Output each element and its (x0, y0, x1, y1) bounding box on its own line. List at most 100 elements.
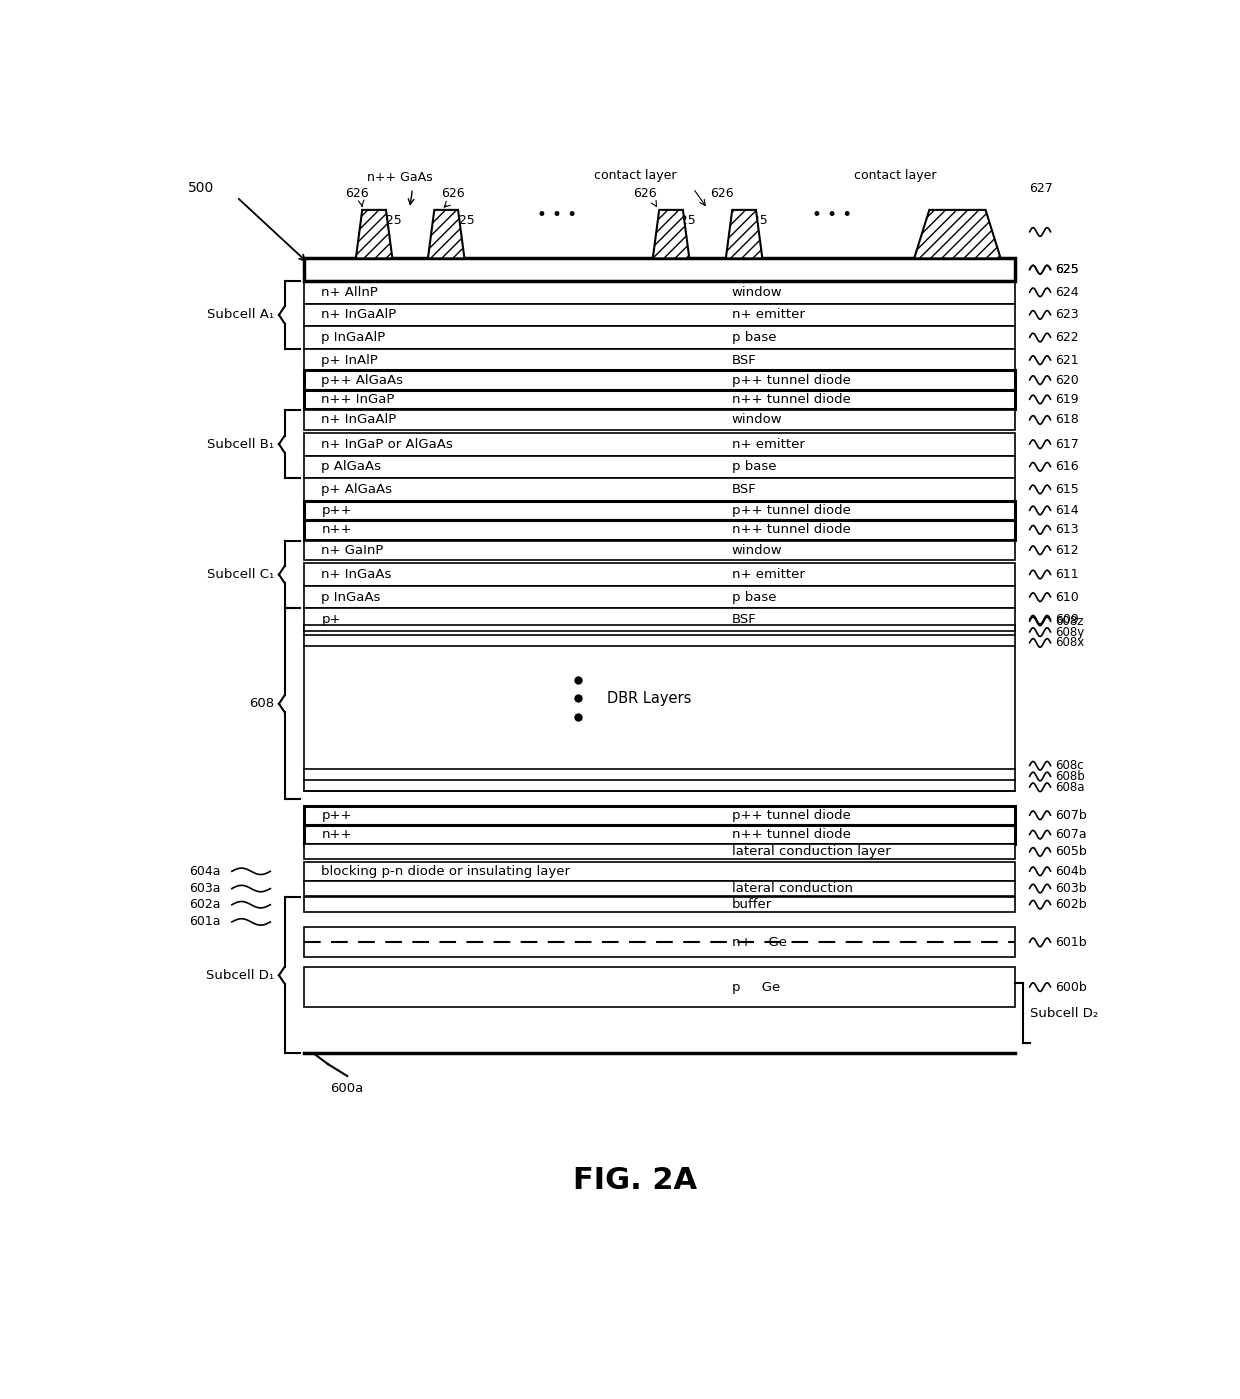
Text: 604a: 604a (188, 865, 221, 877)
Text: window: window (732, 414, 782, 427)
Text: n+ InGaP or AlGaAs: n+ InGaP or AlGaAs (321, 438, 453, 450)
Text: n++ tunnel diode: n++ tunnel diode (732, 828, 851, 841)
Text: 608c: 608c (1055, 760, 1084, 772)
Bar (304, 806, 1016, 825)
Text: 618: 618 (1055, 414, 1079, 427)
Text: 611: 611 (1055, 568, 1079, 581)
Text: 608y: 608y (1055, 625, 1085, 639)
Bar (304, 304, 1016, 326)
Bar (304, 967, 1016, 1007)
Text: n++: n++ (321, 828, 352, 841)
Text: 603a: 603a (188, 881, 221, 895)
Bar (304, 432, 1016, 456)
Polygon shape (652, 210, 689, 259)
Text: p+ AlGaAs: p+ AlGaAs (321, 483, 392, 495)
Text: 607b: 607b (1055, 809, 1087, 821)
Text: n+    Ge: n+ Ge (732, 936, 786, 949)
Bar (304, 881, 1016, 897)
Bar (304, 371, 1016, 390)
Text: n++ tunnel diode: n++ tunnel diode (732, 523, 851, 536)
Text: n+ InGaAlP: n+ InGaAlP (321, 308, 397, 322)
Bar (304, 410, 1016, 429)
Text: 610: 610 (1055, 590, 1079, 603)
Text: Subcell B₁: Subcell B₁ (207, 438, 274, 450)
Bar (304, 259, 1016, 281)
Text: n+ emitter: n+ emitter (732, 438, 805, 450)
Text: 608a: 608a (1055, 781, 1085, 793)
Text: 603b: 603b (1055, 881, 1087, 895)
Text: Subcell D₁: Subcell D₁ (206, 968, 274, 982)
Text: BSF: BSF (732, 354, 756, 367)
Text: 626: 626 (711, 187, 734, 200)
Text: n++ InGaP: n++ InGaP (321, 393, 394, 406)
Text: window: window (732, 285, 782, 299)
Bar (304, 326, 1016, 348)
Text: 616: 616 (1055, 460, 1079, 473)
Bar (304, 825, 1016, 845)
Bar (304, 586, 1016, 609)
Text: 627: 627 (1029, 182, 1053, 194)
Text: p++: p++ (321, 504, 352, 518)
Text: contact layer: contact layer (594, 169, 677, 182)
Bar (304, 845, 1016, 859)
Text: 625: 625 (450, 214, 475, 227)
Bar (304, 624, 1016, 790)
Text: p++ tunnel diode: p++ tunnel diode (732, 374, 851, 386)
Text: n++: n++ (321, 523, 352, 536)
Text: n+ InGaAlP: n+ InGaAlP (321, 414, 397, 427)
Polygon shape (725, 210, 763, 259)
Text: n+ GaInP: n+ GaInP (321, 544, 383, 557)
Text: 608: 608 (249, 697, 274, 711)
Text: 621: 621 (1055, 354, 1079, 367)
Text: p+: p+ (321, 613, 341, 627)
Text: 600a: 600a (331, 1083, 363, 1095)
Bar (304, 520, 1016, 540)
Text: FIG. 2A: FIG. 2A (573, 1165, 698, 1195)
Bar (304, 564, 1016, 586)
Text: 626: 626 (345, 187, 368, 200)
Bar (304, 478, 1016, 501)
Text: 602b: 602b (1055, 898, 1087, 911)
Text: 604b: 604b (1055, 865, 1087, 877)
Text: BSF: BSF (732, 483, 756, 495)
Text: lateral conduction layer: lateral conduction layer (732, 845, 890, 859)
Text: 626: 626 (634, 187, 657, 200)
Text: 602a: 602a (188, 898, 221, 911)
Text: n+ AllnP: n+ AllnP (321, 285, 378, 299)
Bar (304, 348, 1016, 372)
Text: 601b: 601b (1055, 936, 1087, 949)
Text: 623: 623 (1055, 308, 1079, 322)
Polygon shape (428, 210, 465, 259)
Text: BSF: BSF (732, 613, 756, 627)
Text: 619: 619 (1055, 393, 1079, 406)
Text: p base: p base (732, 460, 776, 473)
Polygon shape (914, 210, 1001, 259)
Text: 613: 613 (1055, 523, 1079, 536)
Text: window: window (732, 544, 782, 557)
Text: 612: 612 (1055, 544, 1079, 557)
Text: p InGaAs: p InGaAs (321, 590, 381, 603)
Text: p++ AlGaAs: p++ AlGaAs (321, 374, 403, 386)
Text: contact layer: contact layer (853, 169, 936, 182)
Text: p     Ge: p Ge (732, 981, 780, 993)
Text: 600b: 600b (1055, 981, 1087, 993)
Text: 625: 625 (1055, 263, 1079, 276)
Text: 601a: 601a (188, 915, 221, 929)
Bar (304, 281, 1016, 304)
Bar (304, 540, 1016, 560)
Text: lateral conduction: lateral conduction (732, 881, 853, 895)
Text: 609: 609 (1055, 613, 1079, 627)
Text: • • •: • • • (812, 206, 853, 224)
Text: 608x: 608x (1055, 637, 1085, 649)
Text: blocking p-n diode or insulating layer: blocking p-n diode or insulating layer (321, 865, 570, 877)
Text: 626: 626 (441, 187, 465, 200)
Text: Subcell C₁: Subcell C₁ (207, 568, 274, 581)
Bar (304, 862, 1016, 881)
Text: n+ emitter: n+ emitter (732, 308, 805, 322)
Text: 620: 620 (1055, 374, 1079, 386)
Text: 625: 625 (1055, 263, 1079, 276)
Text: p InGaAlP: p InGaAlP (321, 332, 386, 344)
Text: n+ InGaAs: n+ InGaAs (321, 568, 392, 581)
Text: 625: 625 (378, 214, 402, 227)
Text: 608b: 608b (1055, 769, 1085, 783)
